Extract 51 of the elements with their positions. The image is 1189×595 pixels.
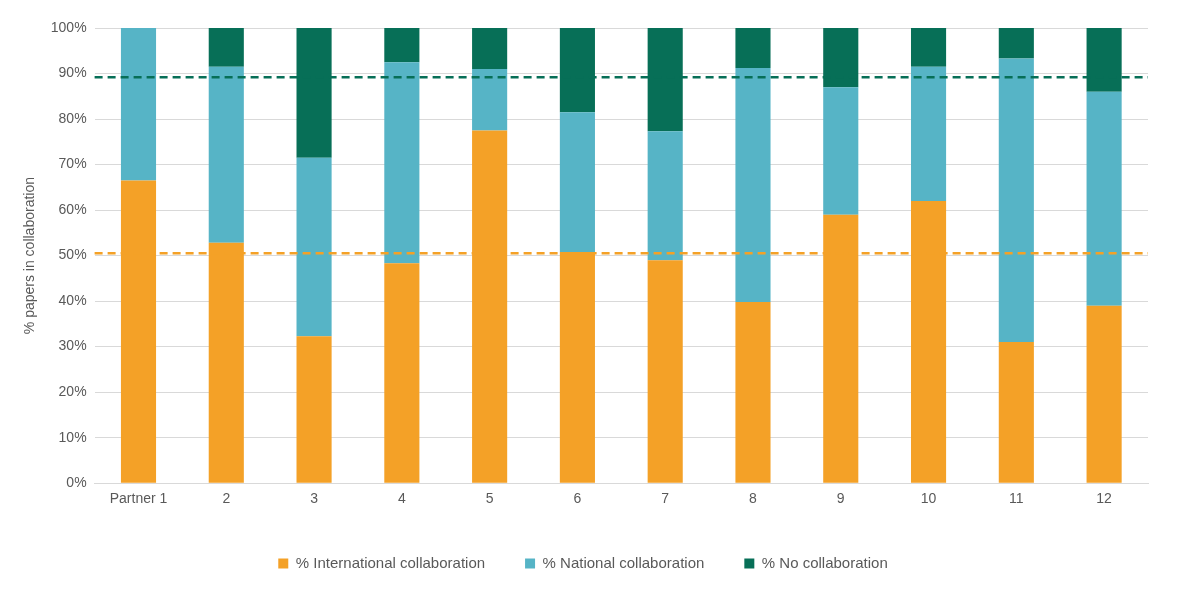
x-tick-label: 8: [749, 490, 758, 507]
bar: [1086, 305, 1122, 483]
bar: [1086, 91, 1122, 306]
x-tick-label: 3: [310, 490, 319, 507]
x-tick-label: Partner 1: [109, 490, 168, 507]
x-tick-label: 7: [661, 490, 670, 507]
bar: [647, 131, 683, 261]
x-tick-label: 2: [222, 490, 231, 507]
y-tick-label: 30%: [58, 337, 87, 354]
y-axis-title: % papers in collaboration: [21, 176, 38, 335]
y-tick-label: 90%: [58, 64, 87, 81]
bar: [296, 336, 332, 483]
y-tick-label: 10%: [58, 428, 87, 445]
bar: [559, 112, 595, 252]
bar: [384, 263, 420, 483]
x-tick-label: 5: [485, 490, 494, 507]
y-tick-label: 100%: [50, 18, 87, 35]
x-tick-label: 4: [397, 490, 406, 507]
x-tick-label: 10: [920, 490, 937, 507]
legend-label: % No collaboration: [761, 553, 888, 571]
y-tick-label: 70%: [58, 155, 87, 172]
bar: [735, 68, 771, 303]
bar: [735, 28, 771, 69]
bar: [823, 87, 859, 215]
bar: [910, 66, 947, 201]
bar: [296, 157, 332, 337]
bar: [735, 302, 771, 483]
bar: [647, 260, 683, 483]
y-tick-label: 60%: [58, 200, 87, 217]
x-tick-label: 6: [573, 490, 582, 507]
bar: [998, 28, 1034, 59]
x-tick-label: 9: [836, 490, 845, 507]
y-tick-label: 80%: [58, 109, 87, 126]
y-tick-label: 40%: [58, 291, 87, 308]
y-tick-label: 0%: [66, 474, 87, 491]
bar: [910, 28, 947, 67]
y-tick-label: 50%: [58, 246, 87, 263]
bar: [208, 28, 244, 67]
bar: [472, 68, 508, 131]
bar: [120, 28, 157, 181]
bar: [384, 28, 420, 63]
bar: [472, 28, 508, 69]
x-tick-label: 12: [1096, 490, 1113, 507]
y-tick-label: 20%: [58, 383, 87, 400]
legend-label: % International collaboration: [295, 553, 486, 571]
bar: [384, 62, 420, 264]
legend-label: % National collaboration: [542, 553, 705, 571]
x-tick-label: 11: [1009, 490, 1024, 507]
bar: [208, 66, 244, 243]
bar: [998, 342, 1034, 483]
bar: [998, 58, 1034, 343]
